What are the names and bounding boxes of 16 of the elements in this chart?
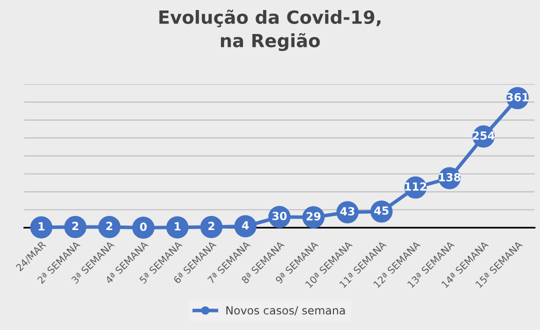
data-label: 2 xyxy=(106,222,112,230)
chart-title: Evolução da Covid-19, na Região xyxy=(159,10,380,52)
data-label: 30 xyxy=(272,212,287,220)
data-label: 2 xyxy=(72,222,78,230)
data-label: 29 xyxy=(306,212,320,221)
legend-label: Novos casos/ semana xyxy=(226,306,345,316)
data-label: 361 xyxy=(506,92,528,102)
data-label: 43 xyxy=(340,207,354,216)
data-label: 0 xyxy=(140,222,147,231)
data-label: 4 xyxy=(242,221,249,230)
data-label: 1 xyxy=(174,222,180,230)
data-label: 112 xyxy=(405,182,426,191)
data-label: 1 xyxy=(38,222,44,230)
data-label: 45 xyxy=(374,206,388,215)
data-label: 2 xyxy=(208,222,214,230)
data-label: 138 xyxy=(439,172,460,182)
